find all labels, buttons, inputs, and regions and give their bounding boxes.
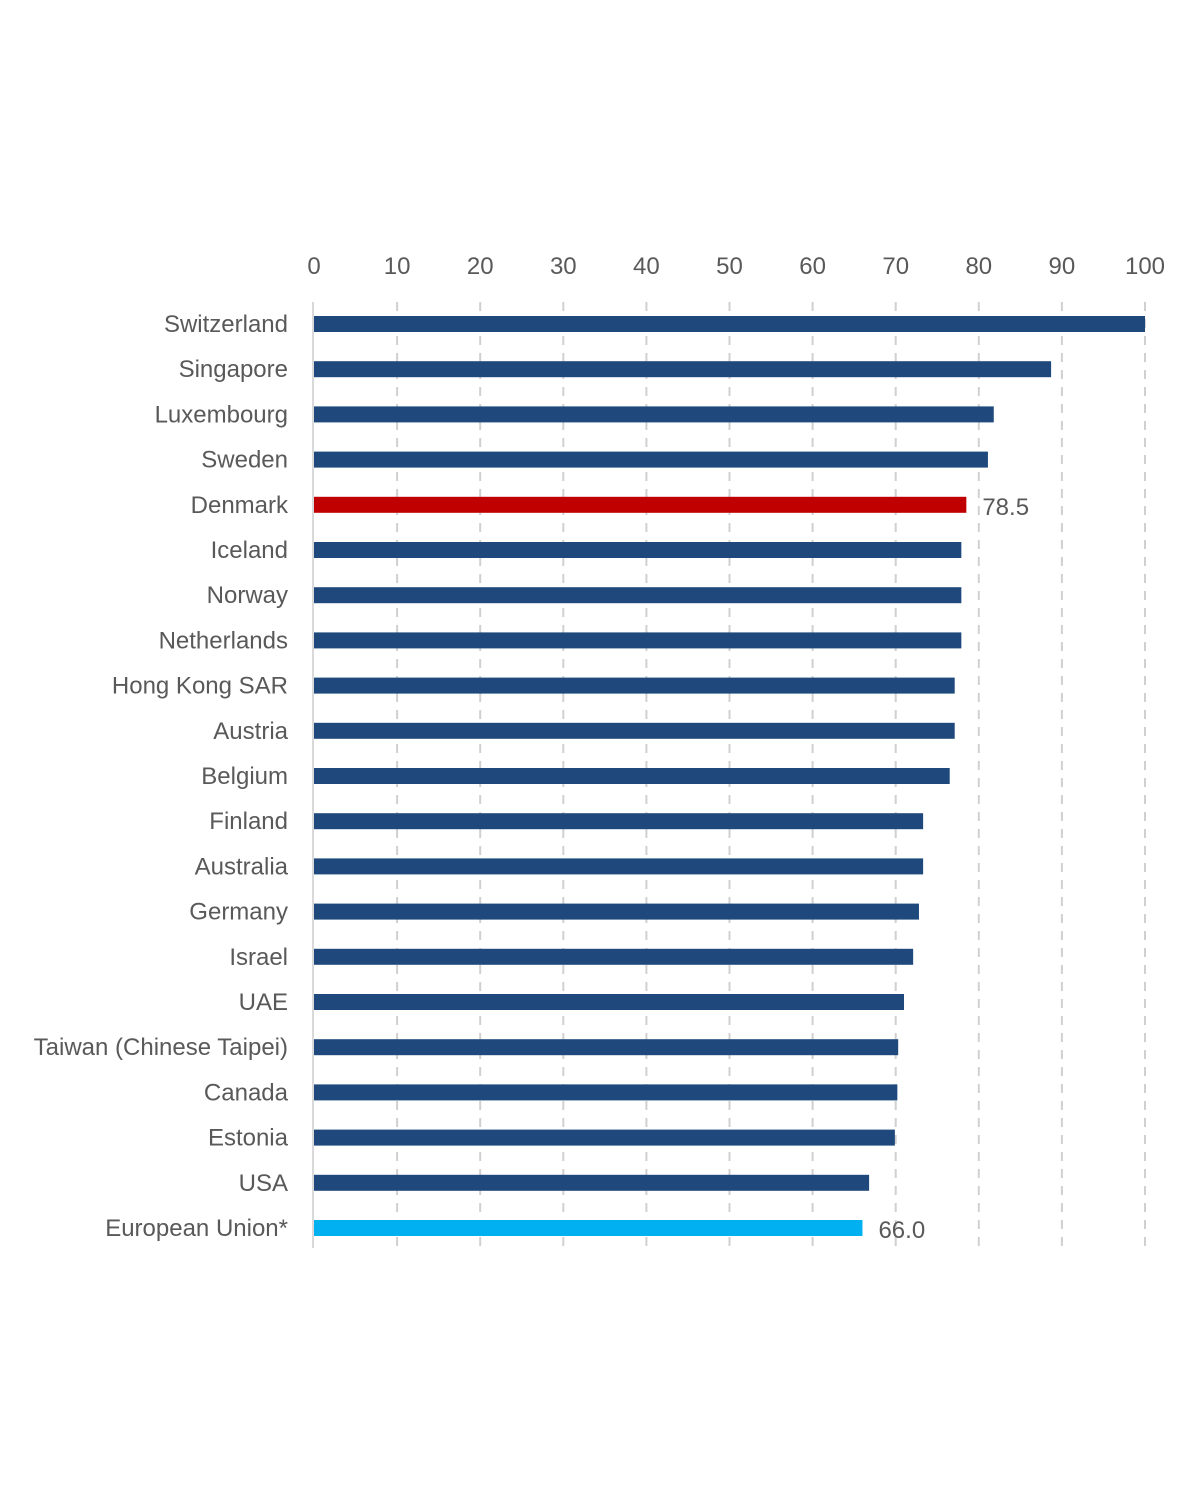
x-tick-label: 60	[799, 253, 826, 280]
x-tick-label: 10	[384, 253, 411, 280]
bar-taiwan-chinese-taipei	[314, 1039, 899, 1056]
bar-uae	[314, 994, 905, 1010]
category-label: Israel	[229, 944, 288, 971]
category-label: UAE	[239, 989, 288, 1016]
category-label: Estonia	[208, 1125, 289, 1152]
x-tick-label: 20	[467, 253, 494, 280]
bar-finland	[314, 813, 924, 830]
bar-denmark	[314, 496, 967, 513]
data-label: 78.5	[982, 494, 1029, 521]
bar-germany	[314, 903, 919, 920]
bar-netherlands	[314, 632, 962, 649]
category-label: Luxembourg	[155, 401, 288, 428]
x-tick-label: 100	[1125, 253, 1165, 280]
x-tick-label: 50	[716, 253, 743, 280]
category-label: Hong Kong SAR	[112, 673, 288, 700]
bar-european-union	[314, 1220, 863, 1236]
x-tick-label: 80	[965, 253, 992, 280]
x-tick-label: 30	[550, 253, 577, 280]
category-label: Iceland	[211, 537, 288, 564]
bar-israel	[314, 948, 914, 965]
bar-iceland	[314, 542, 962, 558]
category-label: Australia	[195, 853, 289, 880]
category-label: Belgium	[201, 763, 288, 790]
bar-estonia	[314, 1129, 895, 1146]
bar-australia	[314, 858, 924, 875]
category-label: Denmark	[191, 492, 289, 519]
category-label: Sweden	[201, 447, 288, 474]
category-label: Taiwan (Chinese Taipei)	[34, 1034, 288, 1061]
category-label: European Union*	[105, 1215, 288, 1242]
category-label: USA	[239, 1170, 288, 1197]
category-label: Singapore	[179, 356, 288, 383]
bar-belgium	[314, 768, 950, 784]
category-label: Switzerland	[164, 311, 288, 338]
category-label: Netherlands	[159, 627, 288, 654]
x-tick-label: 40	[633, 253, 660, 280]
bar-austria	[314, 722, 955, 739]
x-tick-label: 90	[1049, 253, 1076, 280]
x-tick-label: 0	[307, 253, 320, 280]
x-tick-label: 70	[882, 253, 909, 280]
bar-norway	[314, 587, 962, 604]
bar-hong-kong-sar	[314, 677, 955, 694]
category-label: Austria	[213, 718, 288, 745]
bar-singapore	[314, 361, 1052, 378]
bar-luxembourg	[314, 406, 994, 423]
bar-switzerland	[314, 316, 1145, 332]
data-label: 66.0	[878, 1217, 925, 1244]
bar-canada	[314, 1084, 898, 1101]
category-label: Finland	[209, 808, 288, 835]
bar-sweden	[314, 451, 988, 468]
category-label: Canada	[204, 1079, 289, 1106]
bar-usa	[314, 1174, 870, 1191]
category-label: Germany	[189, 899, 288, 926]
category-label: Norway	[207, 582, 288, 609]
